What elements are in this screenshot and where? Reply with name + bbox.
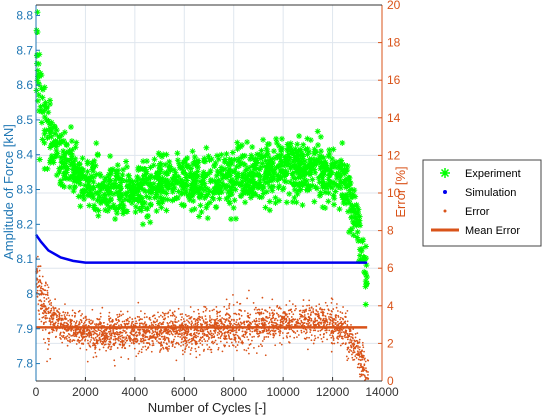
x-tick-label: 12000 — [316, 385, 350, 399]
x-tick-label: 14000 — [365, 385, 399, 399]
y-left-tick-label: 8.5 — [16, 113, 33, 127]
series-error — [35, 255, 370, 382]
y-left-tick-label: 8.6 — [16, 78, 33, 92]
series-simulation — [34, 234, 368, 264]
y-right-tick-label: 10 — [387, 186, 401, 200]
legend-item: Mean Error — [431, 225, 520, 237]
y-left-tick-label: 8.7 — [16, 43, 33, 57]
x-tick-label: 6000 — [171, 385, 198, 399]
experiment-points — [33, 9, 370, 308]
y-left-tick-label: 8.3 — [16, 183, 33, 197]
series-experiment — [33, 9, 370, 308]
y-axis-right-label: Error [%] — [393, 166, 408, 217]
y-left-tick-label: 7.9 — [16, 322, 33, 336]
chart-marks — [33, 9, 370, 382]
y-right-tick-label: 4 — [387, 299, 394, 313]
tick-labels: 0 2000 4000 6000 8000 10000 12000 1400002468101… — [16, 0, 400, 399]
y-right-tick-label: 16 — [387, 73, 401, 87]
y-left-tick-label: 8.1 — [16, 252, 33, 266]
legend-item: Experiment — [440, 168, 521, 180]
x-tick-label: 2000 — [72, 385, 99, 399]
legend-label: Mean Error — [465, 225, 520, 237]
legend-marker-experiment — [440, 168, 450, 178]
x-tick-label: 8000 — [220, 385, 247, 399]
y-right-tick-label: 0 — [387, 374, 394, 388]
y-right-tick-label: 14 — [387, 111, 401, 125]
y-right-tick-label: 6 — [387, 261, 394, 275]
axes — [35, 4, 383, 382]
x-tick-label: 4000 — [122, 385, 149, 399]
y-right-tick-label: 12 — [387, 148, 401, 162]
legend-label: Experiment — [465, 168, 521, 180]
error-points — [35, 255, 370, 382]
y-left-tick-label: 8.8 — [16, 8, 33, 22]
x-axis-label: Number of Cycles [-] — [148, 400, 266, 415]
legend-marker-error — [443, 209, 447, 213]
y-left-tick-label: 8.2 — [16, 217, 33, 231]
x-tick-label: 10000 — [266, 385, 300, 399]
y-right-tick-label: 2 — [387, 336, 394, 350]
y-axis-left-label: Amplitude of Force [kN] — [1, 124, 16, 260]
y-left-tick-label: 8.4 — [16, 148, 33, 162]
x-tick-label: 0 — [33, 385, 40, 399]
y-left-tick-label: 8 — [26, 287, 33, 301]
y-left-tick-label: 7.8 — [16, 357, 33, 371]
legend-item: Simulation — [443, 187, 516, 199]
legend: Experiment Simulation Error Mean Error — [422, 159, 542, 247]
y-right-tick-label: 20 — [387, 0, 401, 12]
legend-label: Simulation — [465, 187, 516, 199]
y-right-tick-label: 8 — [387, 224, 394, 238]
legend-label: Error — [465, 206, 490, 218]
y-right-tick-label: 18 — [387, 36, 401, 50]
simulation-line — [34, 234, 368, 264]
legend-item: Error — [443, 206, 490, 218]
legend-marker-simulation — [443, 190, 447, 194]
